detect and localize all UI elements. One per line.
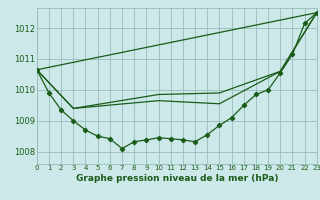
X-axis label: Graphe pression niveau de la mer (hPa): Graphe pression niveau de la mer (hPa) (76, 174, 278, 183)
